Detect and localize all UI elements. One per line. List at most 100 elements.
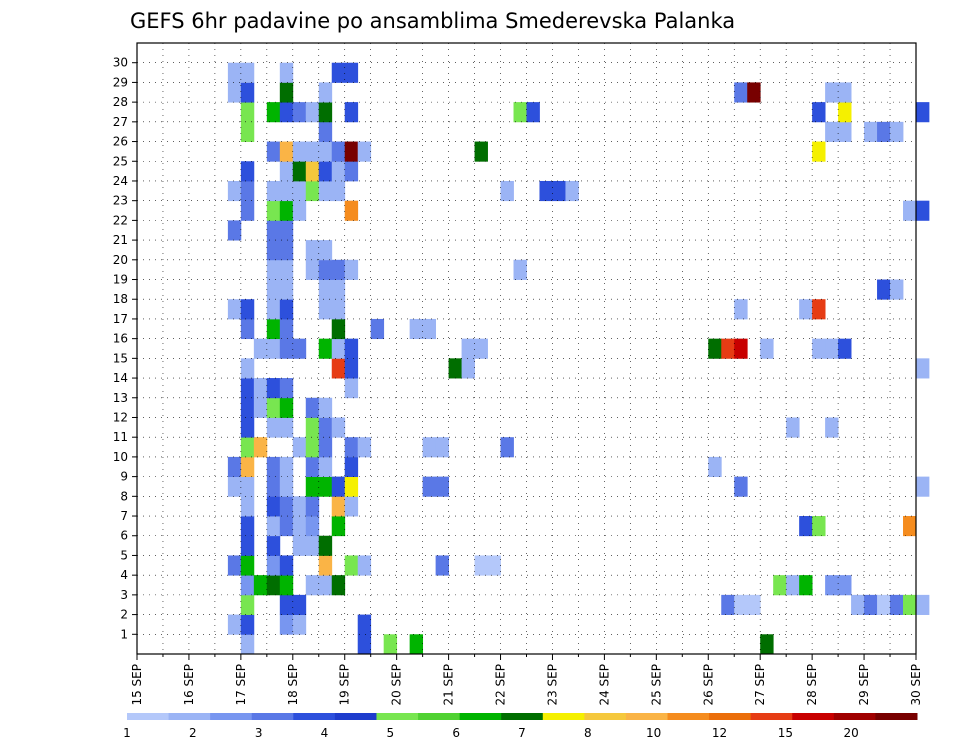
heatmap-cell [279, 62, 294, 83]
heatmap-cell [357, 614, 372, 635]
y-tick-label: 24 [113, 174, 128, 188]
y-tick-label: 27 [113, 115, 128, 129]
y-tick-label: 10 [113, 450, 128, 464]
heatmap-cell [305, 102, 320, 123]
y-tick-label: 23 [113, 194, 128, 208]
chart-title: GEFS 6hr padavine po ansamblima Smederev… [130, 9, 735, 33]
heatmap-cell [279, 476, 294, 497]
heatmap-cell [227, 614, 242, 635]
heatmap-cell [344, 200, 359, 221]
y-axis-ticks: 1234567891011121314151617181920212223242… [113, 56, 137, 641]
heatmap-cell [344, 358, 359, 379]
heatmap-cell [292, 141, 307, 162]
x-tick-label: 17 SEP [234, 664, 248, 706]
legend-swatch [168, 713, 211, 720]
heatmap-cell [266, 318, 281, 340]
heatmap-cell [331, 141, 346, 162]
x-tick-label: 23 SEP [545, 664, 559, 706]
heatmap-cell [344, 437, 359, 458]
legend-swatch [293, 713, 336, 720]
heatmap-cell [305, 141, 320, 162]
heatmap-cell [279, 516, 294, 537]
heatmap-cell [825, 82, 839, 103]
heatmap-cell [279, 456, 294, 478]
heatmap-cell [305, 240, 320, 261]
heatmap-cell [409, 318, 424, 340]
heatmap-cell [305, 180, 320, 202]
heatmap-cell [526, 102, 540, 123]
heatmap-cell [279, 299, 294, 320]
heatmap-cell [318, 82, 333, 103]
heatmap-cell [266, 397, 281, 418]
x-tick-label: 28 SEP [805, 664, 819, 706]
y-tick-label: 6 [120, 529, 128, 543]
heatmap-cell [734, 338, 748, 359]
heatmap-cell [838, 121, 852, 142]
heatmap-cell [279, 180, 294, 202]
y-tick-label: 16 [113, 332, 128, 346]
heatmap-cell [903, 594, 917, 615]
legend-label: 1 [123, 726, 131, 740]
x-axis-ticks: 15 SEP 16 SEP 17 SEP 18 SEP 19 SEP 20 SEP 21 S… [130, 654, 923, 706]
heatmap-cell [734, 82, 748, 103]
x-tick-label: 21 SEP [442, 664, 456, 706]
heatmap-cell [279, 496, 294, 517]
heatmap-cell [227, 299, 242, 320]
heatmap-cell [916, 102, 930, 123]
heatmap-cell [344, 555, 359, 576]
heatmap-cell [786, 575, 800, 596]
legend-label: 12 [712, 726, 727, 740]
heatmap-cell [812, 102, 826, 123]
legend-swatch [334, 713, 377, 720]
heatmap-cell [357, 437, 372, 458]
legend-swatch [210, 713, 253, 720]
heatmap-cell [344, 476, 359, 497]
heatmap-cell [435, 555, 449, 576]
x-tick-label: 26 SEP [701, 664, 715, 706]
heatmap-cell [357, 141, 372, 162]
heatmap-cell [240, 594, 255, 615]
heatmap-cell [266, 555, 281, 576]
heatmap-cell [760, 338, 774, 359]
legend-swatch [459, 713, 502, 720]
heatmap-cell [565, 180, 579, 202]
heatmap-cell [344, 259, 359, 280]
y-tick-label: 7 [120, 509, 128, 523]
heatmap-cell [461, 358, 475, 379]
heatmap-cell [227, 62, 242, 83]
legend-swatch [251, 713, 294, 720]
heatmap-cell [318, 397, 333, 418]
heatmap-cell [266, 299, 281, 320]
heatmap-cell [331, 279, 346, 300]
heatmap-cell [279, 397, 294, 418]
heatmap-cell [318, 555, 333, 576]
heatmap-cell [240, 417, 255, 438]
legend-label: 4 [321, 726, 329, 740]
y-tick-label: 12 [113, 410, 128, 424]
y-tick-label: 28 [113, 95, 128, 109]
heatmap-cell [331, 161, 346, 182]
heatmap-cell [799, 299, 813, 320]
legend-swatch [501, 713, 544, 720]
heatmap-cell [812, 338, 826, 359]
heatmap-cell [825, 338, 839, 359]
heatmap-cell [266, 220, 281, 241]
heatmap-cell [227, 180, 242, 202]
heatmap-cell [370, 318, 385, 340]
heatmap-cell [292, 496, 307, 517]
heatmap-cell [318, 121, 333, 142]
heatmap-cell [513, 102, 527, 123]
heatmap-cell [552, 180, 566, 202]
heatmap-cell [292, 180, 307, 202]
heatmap-cell [331, 575, 346, 596]
heatmap-cell [708, 338, 722, 359]
heatmap-cell [331, 180, 346, 202]
heatmap-cell [331, 259, 346, 280]
heatmap-cell [890, 121, 904, 142]
heatmap-cell [331, 62, 346, 83]
legend-swatch [875, 713, 918, 720]
heatmap-cell [331, 516, 346, 537]
legend-label: 2 [189, 726, 197, 740]
y-tick-label: 8 [120, 489, 128, 503]
heatmap-cell [279, 259, 294, 280]
